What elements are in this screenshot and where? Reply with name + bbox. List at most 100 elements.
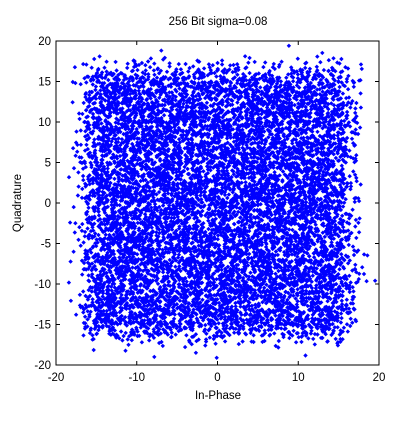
scatter-point: [110, 169, 116, 174]
scatter-point: [107, 305, 112, 311]
scatter-point: [109, 187, 115, 192]
scatter-point: [92, 214, 97, 219]
scatter-point: [96, 297, 102, 302]
scatter-point: [100, 229, 106, 235]
scatter-point: [98, 117, 103, 122]
scatter-point: [70, 100, 75, 105]
scatter-point: [95, 307, 101, 312]
scatter-point: [91, 101, 96, 106]
scatter-point: [72, 230, 77, 235]
scatter-point: [82, 148, 88, 153]
scatter-point: [85, 201, 90, 207]
scatter-point: [93, 87, 98, 93]
scatter-point: [76, 111, 82, 116]
scatter-point: [79, 258, 85, 263]
scatter-point: [90, 300, 95, 305]
scatter-point: [106, 144, 111, 150]
scatter-point: [206, 226, 211, 232]
scatter-point: [102, 166, 107, 172]
scatter-point: [94, 243, 99, 249]
scatter-point: [83, 184, 88, 189]
scatter-point: [84, 253, 90, 259]
scatter-point: [89, 250, 94, 255]
scatter-point: [100, 294, 105, 299]
scatter-point: [87, 279, 92, 284]
scatter-point: [97, 141, 102, 146]
scatter-point: [108, 92, 113, 97]
chart-title: 256 Bit sigma=0.08: [169, 16, 268, 28]
scatter-point: [98, 184, 104, 189]
scatter-point: [139, 340, 145, 345]
scatter-point: [113, 313, 119, 318]
scatter-point: [96, 232, 101, 238]
scatter-point: [83, 94, 88, 100]
scatter-point: [79, 195, 85, 200]
scatter-point: [90, 188, 96, 193]
scatter-point: [104, 300, 109, 305]
scatter-point: [84, 194, 89, 199]
scatter-point: [109, 277, 114, 282]
scatter-point: [105, 221, 110, 226]
scatter-point: [111, 232, 116, 237]
scatter-point: [98, 173, 104, 178]
scatter-point: [201, 169, 206, 174]
scatter-point: [101, 271, 106, 277]
scatter-point: [106, 316, 111, 321]
scatter-point: [102, 65, 107, 70]
scatter-point: [91, 254, 96, 260]
scatter-point: [80, 304, 85, 310]
scatter-point: [101, 261, 107, 266]
scatter-point: [105, 275, 110, 281]
scatter-point: [92, 193, 97, 199]
scatter-point: [78, 243, 83, 248]
scatter-point: [84, 210, 89, 216]
scatter-point: [106, 71, 112, 76]
scatter-point: [103, 232, 108, 237]
scatter-point: [80, 173, 86, 179]
scatter-point: [89, 65, 94, 70]
scatter-point: [87, 109, 93, 115]
scatter-point: [93, 284, 98, 289]
scatter-point: [101, 243, 107, 248]
scatter-point: [89, 274, 95, 280]
scatter-point: [111, 313, 116, 318]
scatter-point: [93, 176, 99, 182]
scatter-point: [85, 309, 90, 314]
scatter-point: [112, 176, 117, 181]
scatter-point: [103, 217, 109, 222]
scatter-point: [93, 157, 99, 162]
scatter-point: [108, 161, 113, 167]
scatter-point: [143, 63, 148, 68]
scatter-point: [183, 61, 188, 67]
scatter-point: [94, 319, 99, 324]
scatter-point: [114, 143, 119, 148]
scatter-point: [96, 218, 101, 223]
scatter-point: [108, 70, 114, 75]
scatter-point: [98, 88, 103, 93]
scatter-point: [86, 97, 92, 102]
scatter-point: [77, 116, 82, 122]
scatter-point: [99, 274, 104, 279]
scatter-point: [87, 220, 92, 225]
scatter-point: [89, 289, 94, 294]
scatter-point: [103, 113, 108, 118]
scatter-point: [151, 68, 157, 73]
scatter-point: [92, 137, 97, 142]
scatter-point: [81, 310, 86, 315]
scatter-point: [102, 190, 107, 196]
scatter-point: [96, 224, 101, 229]
scatter-point: [87, 262, 92, 267]
scatter-point: [184, 333, 189, 338]
scatter-point: [91, 347, 96, 353]
scatter-point: [214, 355, 219, 360]
scatter-point: [83, 108, 89, 113]
scatter-point: [77, 155, 82, 160]
scatter-point: [118, 245, 123, 250]
scatter-point: [86, 266, 91, 271]
scatter-point: [98, 247, 104, 253]
scatter-point: [109, 264, 114, 270]
scatter-point: [71, 249, 76, 254]
scatter-point: [112, 328, 117, 333]
scatter-point: [67, 220, 73, 225]
scatter-point: [80, 111, 85, 117]
